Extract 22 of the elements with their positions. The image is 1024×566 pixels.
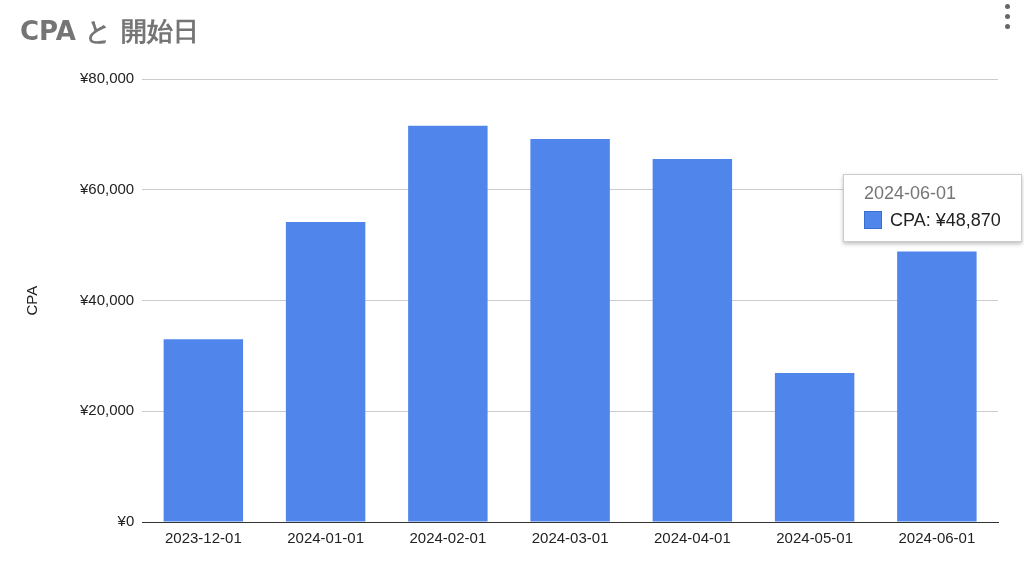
annotation: 2024-06-01 CPA: ¥48,870 xyxy=(864,182,1001,231)
y-tick-label: ¥20,000 xyxy=(78,401,135,419)
x-tick-label: 2023-12-01 xyxy=(164,529,242,547)
x-tick-label: 2024-03-01 xyxy=(531,529,609,547)
x-tick-label: 2024-05-01 xyxy=(776,529,853,547)
y-tick-label: ¥40,000 xyxy=(78,290,135,308)
y-axis-title: CPA xyxy=(23,285,41,316)
bar xyxy=(774,373,855,522)
bar xyxy=(163,339,244,522)
x-tick-label: 2024-04-01 xyxy=(654,529,731,547)
chart-title: CPA と 開始日 xyxy=(20,16,199,47)
bar xyxy=(652,158,733,522)
bar xyxy=(285,222,366,522)
bar xyxy=(408,125,488,522)
y-tick-label: ¥80,000 xyxy=(78,69,135,87)
x-tick-label: 2024-06-01 xyxy=(898,529,976,547)
x-tick-label: 2024-01-01 xyxy=(287,529,364,547)
bar xyxy=(530,138,610,522)
x-tick-label: 2024-02-01 xyxy=(409,529,487,547)
y-tick-label: ¥60,000 xyxy=(78,180,135,198)
y-tick-label: ¥0 xyxy=(116,512,135,530)
bar xyxy=(897,251,977,522)
